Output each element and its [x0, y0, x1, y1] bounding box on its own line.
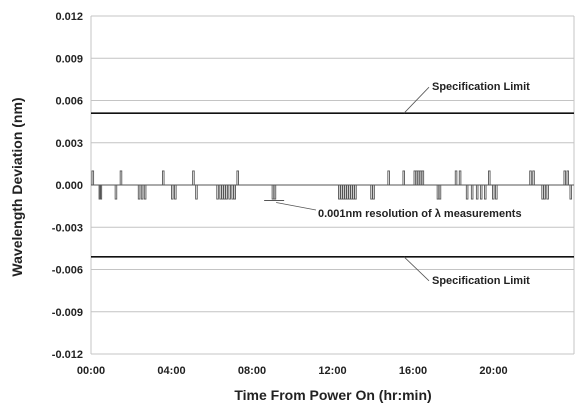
- x-tick-labels: 00:00 04:00 08:00 12:00 16:00 20:00: [77, 365, 508, 377]
- x-tick-label: 12:00: [318, 365, 346, 377]
- y-tick-label: -0.009: [52, 307, 83, 319]
- data-point-spike: [348, 185, 351, 200]
- data-point-spike: [216, 185, 219, 200]
- data-point-spike: [415, 170, 419, 185]
- data-point-spike: [119, 170, 123, 185]
- data-point-spike: [402, 170, 405, 185]
- data-point-spike: [174, 185, 177, 200]
- data-point-spike: [479, 185, 483, 200]
- data-point-spike: [372, 185, 375, 200]
- data-point-spike: [219, 185, 222, 200]
- y-tick-label: 0.003: [55, 138, 83, 150]
- data-point-spike: [352, 185, 355, 200]
- data-point-spike: [417, 170, 421, 185]
- data-point-spike: [143, 185, 147, 200]
- data-point-spike: [137, 185, 141, 200]
- data-point-spike: [344, 185, 347, 200]
- specification-limit-lines: [91, 112, 574, 258]
- data-series: [91, 170, 574, 200]
- specification-limit-label: Specification Limit: [432, 275, 530, 287]
- data-point-spike: [483, 185, 487, 200]
- x-tick-label: 16:00: [399, 365, 427, 377]
- annotations: Specification Limit Specification Limit 0.…: [264, 81, 530, 287]
- x-tick-label: 04:00: [157, 365, 185, 377]
- data-point-spike: [225, 185, 228, 200]
- data-point-spike: [236, 170, 239, 185]
- x-tick-label: 20:00: [479, 365, 507, 377]
- resolution-leader: [276, 202, 317, 211]
- data-point-spike: [221, 185, 224, 200]
- data-point-spike: [387, 170, 390, 185]
- data-point-spike: [273, 185, 277, 200]
- data-point-spike: [161, 170, 165, 185]
- data-point-spike: [140, 185, 144, 200]
- data-point-spike: [231, 185, 234, 200]
- data-point-spike: [271, 185, 275, 200]
- y-axis-title: Wavelength Deviation (nm): [9, 97, 25, 276]
- data-point-spike: [543, 185, 546, 200]
- y-tick-label: -0.003: [52, 222, 83, 234]
- x-axis-title: Time From Power On (hr:min): [234, 387, 431, 403]
- data-point-spike: [569, 185, 573, 200]
- y-tick-label: -0.012: [52, 349, 83, 361]
- y-tick-label: 0.012: [55, 11, 83, 23]
- data-point-spike: [350, 185, 353, 200]
- data-point-spike: [342, 185, 345, 200]
- data-point-spike: [475, 185, 479, 200]
- data-point-spike: [370, 185, 373, 200]
- data-point-spike: [541, 185, 544, 200]
- resolution-annotation: 0.001nm resolution of λ measurements: [318, 208, 522, 220]
- data-point-spike: [438, 185, 442, 200]
- y-tick-label: 0.006: [55, 96, 83, 108]
- specification-limit-leader: [403, 86, 430, 114]
- y-tick-label: 0.000: [55, 180, 83, 192]
- data-point-spike: [91, 170, 95, 185]
- y-tick-label: 0.009: [55, 53, 83, 65]
- data-point-spike: [529, 170, 532, 185]
- data-point-spike: [458, 170, 462, 185]
- data-point-spike: [233, 185, 236, 200]
- data-point-spike: [99, 185, 103, 200]
- data-point-spike: [454, 170, 458, 185]
- x-tick-label: 00:00: [77, 365, 105, 377]
- data-point-spike: [470, 185, 474, 200]
- data-point-spike: [546, 185, 549, 200]
- data-point-spike: [492, 185, 495, 200]
- data-point-spike: [114, 185, 118, 200]
- data-point-spike: [488, 170, 491, 185]
- data-point-spike: [413, 170, 417, 185]
- x-tick-label: 08:00: [238, 365, 266, 377]
- data-point-spike: [171, 185, 174, 200]
- specification-limit-leader: [403, 256, 430, 282]
- data-point-spike: [566, 170, 570, 185]
- data-point-spike: [532, 170, 535, 185]
- data-point-spike: [228, 185, 231, 200]
- data-point-spike: [340, 185, 343, 200]
- data-point-spike: [223, 185, 226, 200]
- data-point-spike: [563, 170, 566, 185]
- data-point-spike: [465, 185, 469, 200]
- data-point-spike: [195, 185, 198, 200]
- data-point-spike: [354, 185, 357, 200]
- data-point-spike: [436, 185, 440, 200]
- data-point-spike: [419, 170, 423, 185]
- data-point-spike: [421, 170, 425, 185]
- y-tick-label: -0.006: [52, 265, 83, 277]
- y-tick-labels: 0.012 0.009 0.006 0.003 0.000 -0.003 -0.006 -0.…: [52, 11, 83, 361]
- data-point-spike: [346, 185, 349, 200]
- specification-limit-label: Specification Limit: [432, 81, 530, 93]
- data-point-spike: [495, 185, 498, 200]
- data-point-spike: [192, 170, 195, 185]
- data-point-spike: [338, 185, 341, 200]
